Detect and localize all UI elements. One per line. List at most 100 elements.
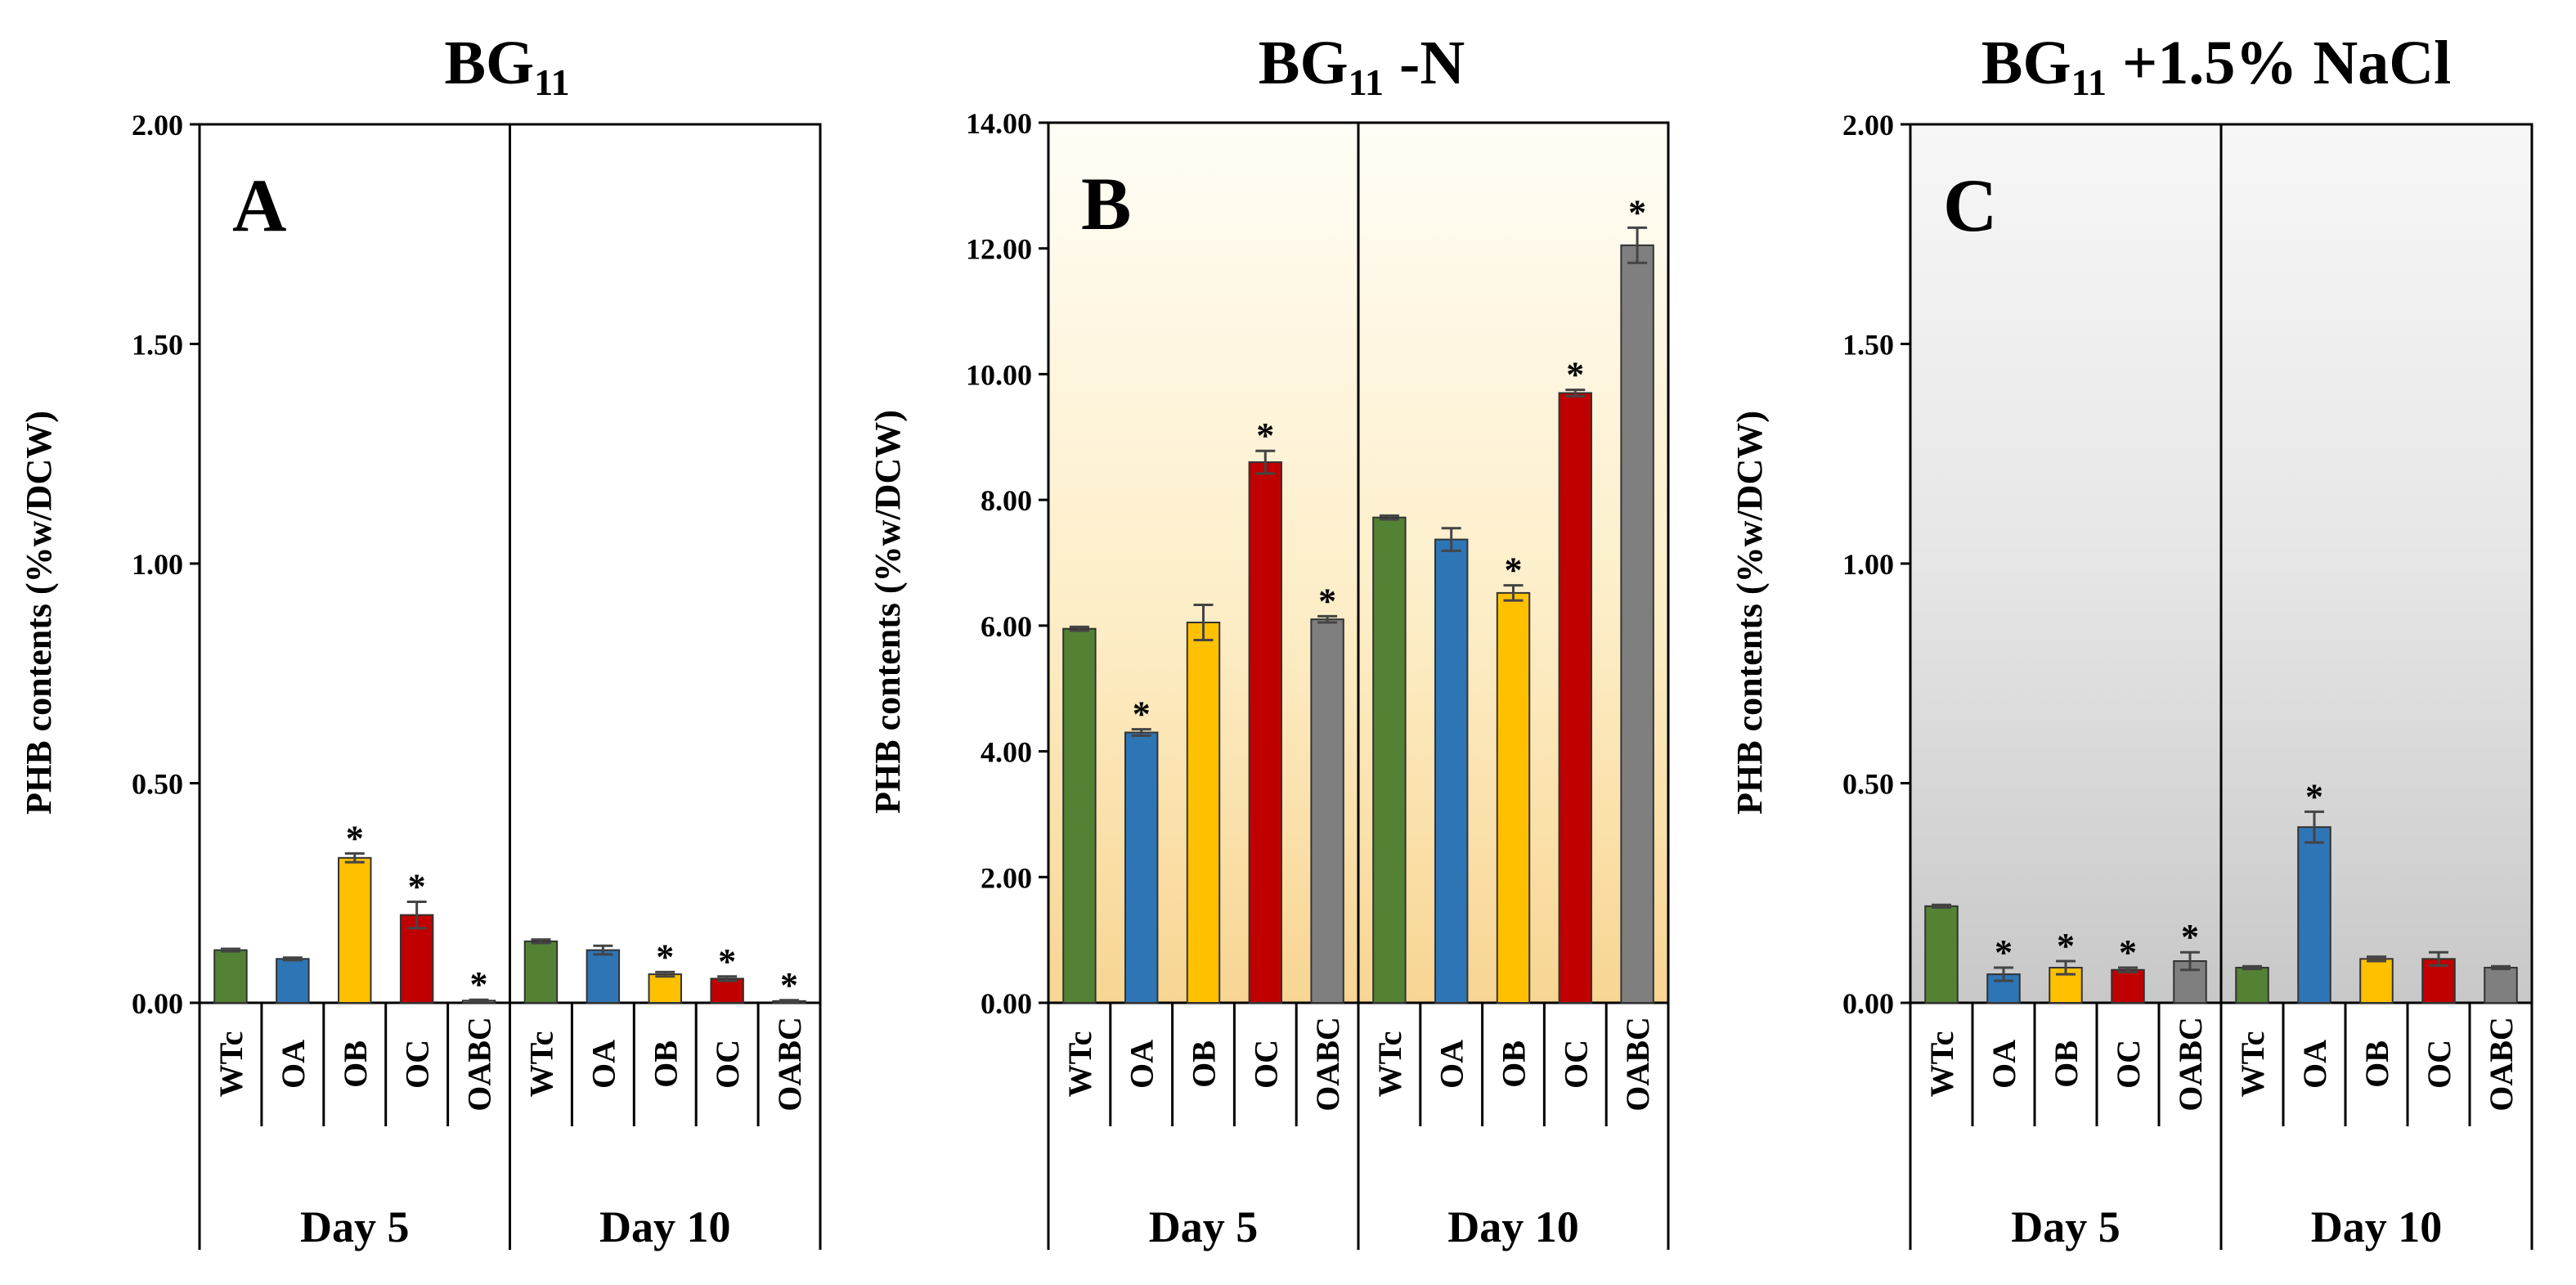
bar-oa xyxy=(2297,826,2331,1004)
bar-oc xyxy=(1248,461,1283,1004)
category-label: OC xyxy=(1557,1040,1594,1089)
panel-title-suffix: -N xyxy=(1384,29,1465,97)
category-label: OA xyxy=(2296,1040,2333,1089)
group-label: Day 5 xyxy=(300,1202,410,1251)
category-label: WTc xyxy=(2234,1031,2271,1098)
y-axis-label: PHB contents (%w/DCW) xyxy=(1730,411,1770,815)
category-label: OB xyxy=(1496,1040,1533,1088)
category-label: OB xyxy=(2048,1040,2085,1088)
bar-ob xyxy=(1186,622,1221,1004)
panel-title-subscript: 11 xyxy=(1349,61,1384,103)
group-label: Day 5 xyxy=(2011,1202,2120,1251)
y-axis-label: PHB contents (%w/DCW) xyxy=(19,411,59,815)
bar-wtc xyxy=(2235,967,2269,1004)
panel-b: BG11 -N 0.00 2.00 4.00 6.00 8.00 10.00 12.00 14.… xyxy=(868,29,1670,1251)
significance-marker: * xyxy=(346,818,364,858)
bar-oc xyxy=(2111,968,2145,1004)
y-tick-label: 0.50 xyxy=(132,768,183,801)
bar-oa xyxy=(1124,731,1159,1004)
y-tick-label: 2.00 xyxy=(132,109,183,142)
significance-marker: * xyxy=(1505,550,1523,591)
y-axis-label: PHB contents (%w/DCW) xyxy=(868,410,908,814)
category-label: OABC xyxy=(2483,1017,2520,1112)
category-label: WTc xyxy=(213,1031,249,1098)
category-label: OB xyxy=(647,1040,684,1088)
bar-ob xyxy=(338,856,372,1004)
panel-title: BG11 +1.5% NaCl xyxy=(1981,29,2451,103)
bar-wtc xyxy=(1372,516,1407,1004)
category-label: OC xyxy=(2421,1040,2457,1089)
y-tick-label: 0.00 xyxy=(1842,987,1894,1020)
bar-ob xyxy=(1496,591,1531,1004)
panel-title-suffix: +1.5% NaCl xyxy=(2107,29,2451,97)
y-tick-label: 1.50 xyxy=(1842,329,1894,362)
y-tick-label: 1.00 xyxy=(1842,548,1894,581)
panel-letter: B xyxy=(1081,162,1131,245)
category-label: OA xyxy=(1124,1040,1160,1089)
significance-marker: * xyxy=(2305,776,2323,816)
y-tick-label: 4.00 xyxy=(981,736,1032,769)
panel-title-main: BG xyxy=(1981,29,2071,97)
category-label: OABC xyxy=(771,1017,808,1112)
panel-title-main: BG xyxy=(444,29,534,97)
bar-oabc xyxy=(2484,967,2518,1004)
category-label: OABC xyxy=(2172,1017,2209,1112)
significance-marker: * xyxy=(1566,355,1584,395)
panel-letter: A xyxy=(232,164,286,247)
category-label: OABC xyxy=(1309,1017,1346,1112)
group-label: Day 10 xyxy=(1447,1202,1579,1251)
category-label: OA xyxy=(1986,1040,2022,1089)
significance-marker: * xyxy=(1318,581,1336,621)
category-label: OA xyxy=(585,1040,622,1089)
bar-oc xyxy=(1558,392,1593,1004)
y-tick-label: 0.00 xyxy=(132,987,183,1020)
bar-oa xyxy=(276,958,310,1004)
category-label: WTc xyxy=(1371,1031,1408,1098)
panel-title-main: BG xyxy=(1259,29,1349,97)
panel-title-subscript: 11 xyxy=(2071,61,2107,103)
y-tick-label: 14.00 xyxy=(966,107,1032,140)
bar-wtc xyxy=(1924,905,1959,1004)
significance-marker: * xyxy=(656,937,674,977)
category-label: OA xyxy=(275,1040,312,1089)
bar-oabc xyxy=(1620,244,1654,1004)
bar-wtc xyxy=(1062,627,1097,1004)
significance-marker: * xyxy=(1133,694,1151,735)
significance-marker: * xyxy=(718,941,736,982)
category-label: OABC xyxy=(1619,1017,1656,1112)
bar-ob xyxy=(648,973,682,1004)
category-label: OABC xyxy=(461,1017,498,1112)
panel-title: BG11 -N xyxy=(1259,29,1465,103)
category-label: OC xyxy=(2110,1040,2147,1089)
bar-oa xyxy=(586,949,621,1004)
y-tick-label: 1.00 xyxy=(132,548,183,581)
significance-marker: * xyxy=(1256,416,1274,456)
bar-wtc xyxy=(523,940,559,1004)
category-label: OA xyxy=(1434,1040,1470,1089)
significance-marker: * xyxy=(1995,932,2013,973)
category-label: OB xyxy=(1186,1040,1223,1088)
panel-title-subscript: 11 xyxy=(534,61,569,103)
bar-oa xyxy=(1434,538,1469,1004)
y-tick-label: 12.00 xyxy=(966,233,1032,266)
significance-marker: * xyxy=(470,964,488,1004)
y-tick-label: 1.50 xyxy=(132,329,183,362)
y-tick-label: 6.00 xyxy=(981,610,1032,643)
y-tick-label: 8.00 xyxy=(981,484,1032,517)
panel-c: BG11 +1.5% NaCl 0.00 0.50 1.00 1.50 2.00 PHB c… xyxy=(1730,29,2533,1251)
panel-a: BG11 0.00 0.50 1.00 1.50 2.00 PHB contents (%w… xyxy=(19,29,822,1251)
significance-marker: * xyxy=(2119,932,2137,973)
significance-marker: * xyxy=(1628,192,1646,232)
panel-letter: C xyxy=(1943,164,1997,247)
significance-marker: * xyxy=(408,866,426,906)
significance-marker: * xyxy=(2057,926,2075,966)
bar-wtc xyxy=(213,949,248,1004)
y-tick-label: 0.50 xyxy=(1842,768,1894,801)
category-label: OC xyxy=(709,1040,746,1089)
panel-title: BG11 xyxy=(444,29,569,103)
significance-marker: * xyxy=(2181,917,2199,957)
group-label: Day 10 xyxy=(2311,1202,2443,1251)
category-label: WTc xyxy=(523,1031,559,1098)
category-label: OB xyxy=(337,1040,374,1088)
